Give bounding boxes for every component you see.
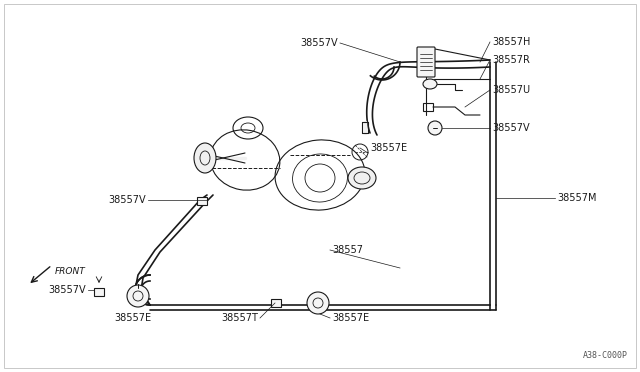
Text: 38557E: 38557E [370,143,407,153]
FancyBboxPatch shape [94,288,104,296]
Text: 38557E: 38557E [332,313,369,323]
Text: 38557T: 38557T [221,313,258,323]
Ellipse shape [348,167,376,189]
Text: A38-C000P: A38-C000P [583,351,628,360]
Text: 38557V: 38557V [108,195,146,205]
Circle shape [307,292,329,314]
Ellipse shape [423,79,437,89]
Text: 38557M: 38557M [557,193,596,203]
FancyBboxPatch shape [197,197,207,205]
Text: 38557E: 38557E [115,313,152,323]
Text: 38557U: 38557U [492,85,530,95]
Text: 38557V: 38557V [492,123,530,133]
Text: 38557R: 38557R [492,55,530,65]
FancyBboxPatch shape [417,47,435,77]
Circle shape [428,121,442,135]
Text: 38557V: 38557V [300,38,338,48]
Text: 38557H: 38557H [492,37,531,47]
FancyBboxPatch shape [271,299,281,307]
Text: 38557V: 38557V [49,285,86,295]
Text: 38557: 38557 [332,245,363,255]
Ellipse shape [194,143,216,173]
Circle shape [127,285,149,307]
Text: FRONT: FRONT [55,267,86,276]
